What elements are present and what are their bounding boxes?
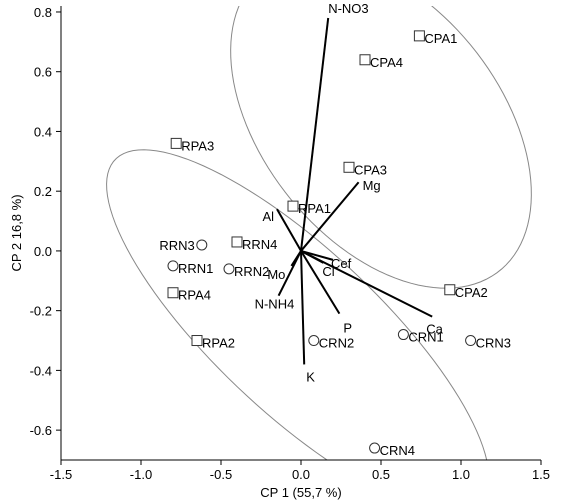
- x-axis-title: CP 1 (55,7 %): [260, 485, 341, 500]
- group-ellipses: [106, 6, 532, 460]
- vector-label-n-nh4: N-NH4: [255, 297, 295, 312]
- y-tick-label: -0.6: [30, 423, 52, 438]
- vector-label-ca: Ca: [426, 322, 443, 337]
- point-label-cpa3: CPA3: [354, 162, 387, 177]
- vector-label-cef: Cef: [331, 256, 352, 271]
- point-label-crn3: CRN3: [476, 336, 511, 351]
- point-label-rrn2: RRN2: [234, 264, 269, 279]
- x-tick-label: -0.5: [210, 467, 232, 482]
- point-label-cpa2: CPA2: [455, 285, 488, 300]
- score-markers: [167, 30, 477, 454]
- circle-marker-rrn2: [223, 263, 235, 275]
- vector-label-al: Al: [262, 209, 274, 224]
- circle-marker-crn3: [465, 335, 477, 347]
- vector-label-p: P: [343, 321, 352, 336]
- vector-label-mg: Mg: [363, 178, 381, 193]
- y-tick-label: -0.4: [30, 363, 52, 378]
- vector-n-nh4: [277, 250, 302, 297]
- square-marker-rrn4: [231, 236, 243, 248]
- vector-cef: [300, 249, 334, 261]
- point-label-rpa3: RPA3: [181, 138, 214, 153]
- y-tick-label: 0.4: [34, 124, 52, 139]
- vector-n-no3: [300, 17, 330, 252]
- y-tick-label: 0.6: [34, 65, 52, 80]
- y-axis-title: CP 2 16,8 %): [9, 194, 24, 271]
- x-tick-label: 0.0: [292, 467, 310, 482]
- point-label-cpa1: CPA1: [424, 31, 457, 46]
- circle-marker-rrn1: [167, 260, 179, 272]
- y-tick-label: -0.2: [30, 304, 52, 319]
- square-marker-cpa2: [444, 284, 456, 296]
- x-tick-label: 1.0: [452, 467, 470, 482]
- vector-p: [300, 250, 341, 315]
- x-tick-label: -1.5: [50, 467, 72, 482]
- vector-label-mo: Mo: [267, 267, 285, 282]
- group-ellipse-1: [230, 6, 532, 289]
- circle-marker-crn2: [308, 335, 320, 347]
- square-marker-rpa1: [287, 200, 299, 212]
- vector-label-n-no3: N-NO3: [328, 1, 368, 16]
- square-marker-rpa3: [170, 137, 182, 149]
- y-tick-label: 0.2: [34, 184, 52, 199]
- point-label-rpa2: RPA2: [202, 336, 235, 351]
- vector-mg: [300, 181, 360, 252]
- x-tick-label: 1.5: [532, 467, 550, 482]
- square-marker-cpa3: [343, 161, 355, 173]
- point-label-crn4: CRN4: [380, 443, 415, 458]
- point-label-rrn1: RRN1: [178, 261, 213, 276]
- point-label-rpa1: RPA1: [298, 201, 331, 216]
- vector-k: [300, 250, 306, 365]
- circle-marker-crn4: [369, 442, 381, 454]
- square-marker-rpa2: [191, 335, 203, 347]
- point-label-rrn4: RRN4: [242, 237, 277, 252]
- square-marker-cpa1: [413, 30, 425, 42]
- square-marker-cpa4: [359, 54, 371, 66]
- vector-label-cl: Cl: [322, 264, 334, 279]
- axes: -1.5 -1.0 -0.5 0.0 0.5 1.0 1.5 -0.6 -0.4 -0.2 0.0 0…: [30, 5, 550, 482]
- point-labels: CPA1 CPA4 RPA3 CPA3 RPA1 RRN4 RRN3 RRN1 RRN2 RPA4…: [159, 31, 511, 458]
- group-ellipse-2: [106, 149, 488, 460]
- point-label-rrn3: RRN3: [159, 238, 194, 253]
- point-label-cpa4: CPA4: [370, 55, 403, 70]
- vector-al: [276, 208, 302, 252]
- point-label-crn1: CRN1: [408, 330, 443, 345]
- circle-marker-rrn3: [196, 239, 208, 251]
- x-tick-label: 0.5: [372, 467, 390, 482]
- point-label-crn2: CRN2: [319, 336, 354, 351]
- point-label-rpa4: RPA4: [178, 288, 211, 303]
- y-tick-label: 0.8: [34, 5, 52, 20]
- y-tick-label: 0.0: [34, 244, 52, 259]
- vector-ca: [300, 250, 433, 318]
- x-tick-label: -1.0: [130, 467, 152, 482]
- circle-marker-crn1: [397, 329, 409, 341]
- square-marker-rpa4: [167, 287, 179, 299]
- vector-label-k: K: [306, 369, 315, 384]
